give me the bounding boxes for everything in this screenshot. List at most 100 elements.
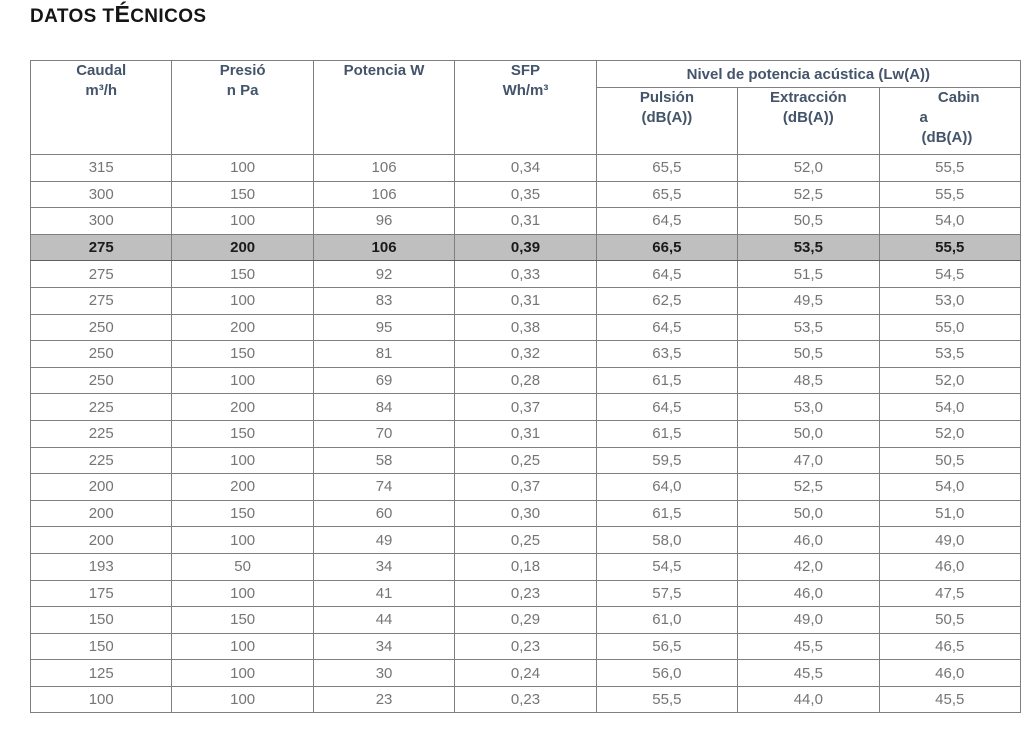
table-row: 175 100 41 0,23 57,5 46,0 47,5 (29, 579, 1022, 608)
table-cell: 30 (312, 659, 456, 687)
table-cell: 52,5 (737, 473, 880, 501)
table-cell: 100 (171, 154, 314, 182)
table-cell: 70 (312, 419, 456, 448)
table-row: 225 200 84 0,37 64,5 53,0 54,0 (29, 393, 1022, 421)
table-cell: 300 (29, 207, 173, 235)
table-cell: 0,31 (454, 286, 597, 315)
table-cell: 50,5 (878, 606, 1022, 634)
header-line: Presió (219, 62, 266, 79)
table-cell: 0,25 (454, 526, 597, 554)
table-cell: 57,5 (595, 579, 739, 608)
table-cell: 54,0 (878, 393, 1022, 421)
header-line: Wh/m³ (502, 82, 549, 99)
table-cell: 100 (171, 286, 314, 315)
table-cell: 0,30 (454, 499, 597, 528)
table-row: 200 200 74 0,37 64,0 52,5 54,0 (29, 473, 1022, 501)
header-line: SFP (510, 62, 541, 79)
table-body: 315 100 106 0,34 65,5 52,0 55,5 300 150 106 0,35 65… (29, 154, 1022, 714)
table-cell: 0,35 (454, 180, 597, 209)
table-row: 275 100 83 0,31 62,5 49,5 53,0 (29, 286, 1022, 315)
table-cell: 52,0 (878, 366, 1022, 395)
column-header-pulsion: Pulsión (dB(A)) (595, 87, 739, 155)
table-cell: 50 (171, 552, 314, 581)
table-cell: 59,5 (595, 446, 739, 475)
table-cell: 53,5 (737, 313, 880, 342)
header-line: Potencia W (343, 62, 425, 79)
table-cell: 60 (312, 499, 456, 528)
table-cell: 0,23 (454, 579, 597, 608)
table-row: 300 100 96 0,31 64,5 50,5 54,0 (29, 207, 1022, 235)
table-cell: 200 (29, 526, 173, 554)
table-cell: 53,5 (878, 340, 1022, 368)
table-cell: 42,0 (737, 552, 880, 581)
table-cell: 55,5 (595, 685, 739, 714)
table-cell: 0,37 (454, 473, 597, 501)
table-cell: 275 (29, 260, 173, 288)
table-cell: 95 (312, 313, 456, 342)
table-cell: 225 (29, 393, 173, 421)
table-cell: 0,25 (454, 446, 597, 475)
table-cell: 51,5 (737, 260, 880, 288)
table-cell: 0,29 (454, 606, 597, 634)
table-cell: 0,31 (454, 419, 597, 448)
table-cell: 100 (171, 659, 314, 687)
table-cell: 175 (29, 579, 173, 608)
table-cell: 100 (171, 207, 314, 235)
table-cell: 0,24 (454, 659, 597, 687)
table-cell: 61,5 (595, 499, 739, 528)
table-cell: 193 (29, 552, 173, 581)
header-line: Cabin (937, 89, 980, 106)
table-cell: 150 (29, 632, 173, 661)
table-cell: 0,33 (454, 260, 597, 288)
table-row: 225 150 70 0,31 61,5 50,0 52,0 (29, 419, 1022, 448)
table-row: 150 150 44 0,29 61,0 49,0 50,5 (29, 606, 1022, 634)
page-title: DATOS TÉCNICOS (30, 3, 207, 28)
table-cell: 150 (29, 606, 173, 634)
column-group-header-acoustic: Nivel de potencia acústica (Lw(A)) (595, 60, 1022, 88)
header-line: (dB(A)) (641, 109, 693, 126)
table-cell: 52,5 (737, 180, 880, 209)
table-cell: 63,5 (595, 340, 739, 368)
table-cell: 100 (171, 366, 314, 395)
table-cell: 53,0 (878, 286, 1022, 315)
header-row-sub: Pulsión (dB(A)) Extracción (dB(A)) Cabin… (31, 87, 1022, 155)
table-cell: 150 (171, 606, 314, 634)
table-cell: 49 (312, 526, 456, 554)
table-cell: 0,39 (454, 233, 597, 262)
table-cell: 50,0 (737, 419, 880, 448)
table-cell: 200 (171, 313, 314, 342)
column-header-extraccion: Extracción (dB(A)) (737, 87, 880, 155)
table-cell: 50,0 (737, 499, 880, 528)
table-cell: 61,5 (595, 366, 739, 395)
table-cell: 52,0 (878, 419, 1022, 448)
technical-data-table: Caudal m³/h Presió n Pa Potencia W SFP W… (29, 60, 1022, 714)
table-row: 300 150 106 0,35 65,5 52,5 55,5 (29, 180, 1022, 209)
table-cell: 275 (29, 286, 173, 315)
header-line: m³/h (85, 82, 118, 99)
table-cell: 62,5 (595, 286, 739, 315)
table-cell: 84 (312, 393, 456, 421)
table-cell: 92 (312, 260, 456, 288)
table-cell: 225 (29, 446, 173, 475)
table-cell: 58,0 (595, 526, 739, 554)
table-cell: 47,0 (737, 446, 880, 475)
table-cell: 49,5 (737, 286, 880, 315)
page-title-text: CNICOS (130, 6, 207, 27)
column-header-caudal: Caudal m³/h (29, 60, 173, 155)
table-cell: 45,5 (737, 632, 880, 661)
table-row: 250 100 69 0,28 61,5 48,5 52,0 (29, 366, 1022, 395)
table-cell: 100 (171, 579, 314, 608)
table-cell: 0,31 (454, 207, 597, 235)
table-cell: 52,0 (737, 154, 880, 182)
table-cell: 34 (312, 552, 456, 581)
table-cell: 47,5 (878, 579, 1022, 608)
table-cell: 46,5 (878, 632, 1022, 661)
page-title-text: DATOS T (30, 6, 115, 27)
table-cell: 45,5 (878, 685, 1022, 714)
table-cell: 106 (312, 180, 456, 209)
table-cell: 64,0 (595, 473, 739, 501)
table-cell: 34 (312, 632, 456, 661)
table-row: 250 150 81 0,32 63,5 50,5 53,5 (29, 340, 1022, 368)
table-row: 250 200 95 0,38 64,5 53,5 55,0 (29, 313, 1022, 342)
